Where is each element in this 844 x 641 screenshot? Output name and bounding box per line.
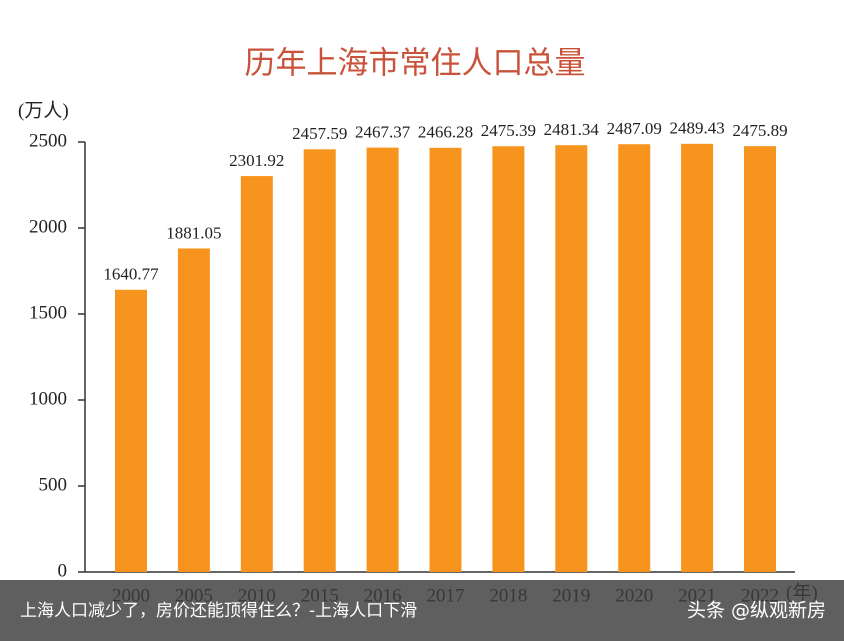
y-tick-label: 0	[58, 560, 68, 581]
bar	[492, 146, 525, 573]
bar	[555, 145, 588, 572]
y-tick-label: 500	[39, 474, 68, 495]
bar	[303, 149, 336, 572]
caption: 上海人口减少了，房价还能顶得住么？-上海人口下滑	[20, 601, 417, 621]
y-tick-label: 2000	[29, 216, 67, 237]
y-tick-label: 2500	[29, 130, 67, 151]
bar	[681, 143, 714, 572]
value-label: 2466.28	[418, 123, 473, 142]
source: 头条 @纵观新房	[687, 600, 826, 622]
value-label: 2475.39	[481, 121, 536, 140]
bar	[429, 147, 462, 572]
bar	[618, 144, 651, 572]
y-axis-label: (万人)	[18, 99, 69, 121]
value-label: 2457.59	[292, 124, 347, 143]
bar	[177, 248, 210, 572]
bar	[240, 176, 273, 572]
value-label: 2301.92	[229, 151, 284, 170]
bar	[115, 289, 147, 572]
bar	[366, 147, 399, 572]
value-label: 2487.09	[607, 119, 662, 138]
value-label: 2481.34	[544, 120, 600, 139]
value-label: 1881.05	[166, 223, 221, 242]
value-label: 1640.77	[103, 265, 159, 284]
y-tick-label: 1500	[29, 302, 67, 323]
value-label: 2475.89	[732, 121, 787, 140]
caption-bar	[0, 580, 844, 641]
value-label: 2489.43	[669, 119, 724, 138]
y-tick-label: 1000	[29, 388, 67, 409]
value-label: 2467.37	[355, 123, 411, 142]
bar	[744, 146, 776, 573]
chart-title: 历年上海市常住人口总量	[245, 46, 586, 82]
